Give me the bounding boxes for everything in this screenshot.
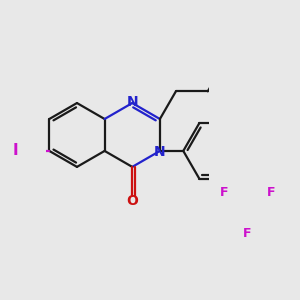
- Text: N: N: [154, 145, 166, 159]
- Text: F: F: [266, 186, 275, 199]
- Text: O: O: [126, 194, 138, 208]
- Text: F: F: [219, 186, 228, 199]
- Text: F: F: [243, 227, 251, 240]
- Text: I: I: [12, 143, 18, 158]
- Text: N: N: [126, 95, 138, 110]
